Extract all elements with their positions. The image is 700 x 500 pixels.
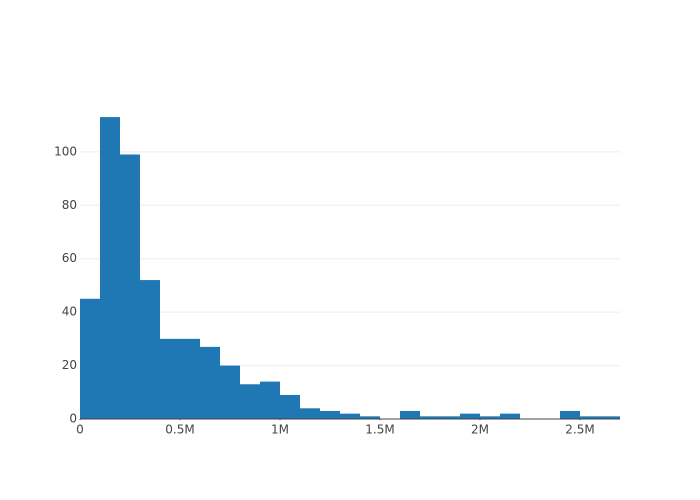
bar <box>400 410 420 419</box>
bar <box>220 365 240 419</box>
bar <box>260 381 280 419</box>
y-tick-label: 60 <box>62 251 77 265</box>
bar <box>240 384 260 419</box>
bar <box>360 416 380 419</box>
x-tick-label: 0.5M <box>165 423 194 437</box>
bar <box>560 410 580 419</box>
y-tick-label: 0 <box>69 412 77 426</box>
x-tick-label: 0 <box>76 423 84 437</box>
bar <box>440 416 460 419</box>
x-tick-label: 1M <box>271 423 289 437</box>
x-tick-label: 1.5M <box>365 423 394 437</box>
x-tick-label: 2M <box>471 423 489 437</box>
bar <box>180 338 200 419</box>
bar <box>300 408 320 419</box>
bar <box>340 413 360 419</box>
bar <box>500 413 520 419</box>
y-tick-label: 40 <box>62 305 77 319</box>
bar <box>420 416 440 419</box>
bar <box>200 346 220 419</box>
bar <box>480 416 500 419</box>
x-tick-label: 2.5M <box>565 423 594 437</box>
y-tick-label: 20 <box>62 358 77 372</box>
bar <box>580 416 600 419</box>
bar <box>80 298 100 419</box>
bar <box>320 410 340 419</box>
bar <box>160 338 180 419</box>
bar <box>140 280 160 419</box>
bar <box>600 416 620 419</box>
y-tick-label: 100 <box>54 144 77 158</box>
bar <box>280 394 300 419</box>
bar <box>120 154 140 420</box>
y-tick-label: 80 <box>62 198 77 212</box>
bar <box>100 117 120 420</box>
bar <box>460 413 480 419</box>
